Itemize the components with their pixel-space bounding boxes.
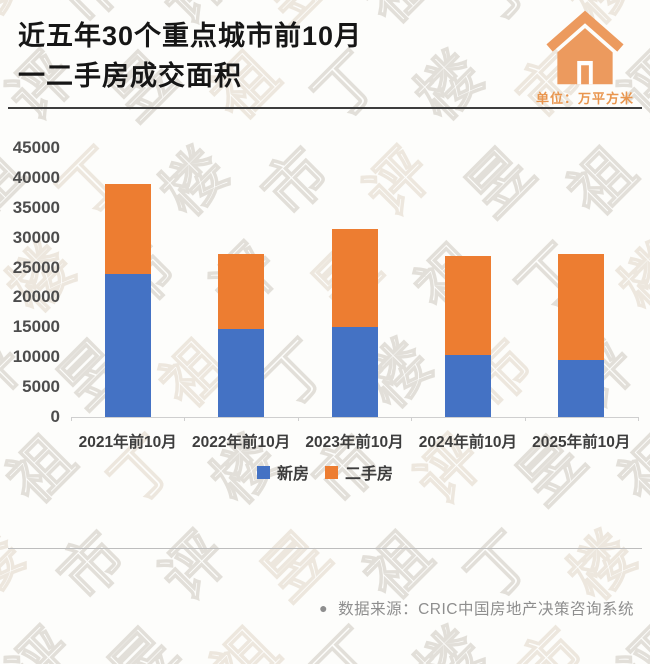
bar-segment-新房 <box>558 360 605 417</box>
x-axis-category-label: 2022年前10月 <box>191 434 291 451</box>
bullet-icon: ● <box>319 600 329 616</box>
x-axis-line <box>71 148 638 418</box>
y-axis-tick-label: 5000 <box>22 377 60 397</box>
legend-swatch-icon <box>256 465 270 479</box>
axis-tick-mark <box>638 417 639 421</box>
page-title-line1: 近五年30个重点城市前10月 <box>18 21 363 51</box>
watermark-glyph: 祖 <box>352 0 446 38</box>
page-title-line2: 一二手房成交面积 <box>18 61 242 91</box>
bar-2021年前10月 <box>104 184 151 417</box>
axis-tick-mark <box>297 417 299 421</box>
watermark-glyph: 楼 <box>403 616 497 664</box>
axis-tick-mark <box>411 417 413 421</box>
unit-label: 单位：万平方米 <box>535 91 634 106</box>
x-axis-category-label: 2025年前10月 <box>532 434 631 451</box>
legend-item-二手房: 二手房 <box>325 460 393 484</box>
bar-segment-新房 <box>218 328 265 417</box>
y-axis-tick-label: 15000 <box>12 317 60 337</box>
y-axis-tick-label: 10000 <box>12 347 60 367</box>
page-title: 近五年30个重点城市前10月 一二手房成交面积 <box>18 16 362 96</box>
axis-tick-mark <box>71 417 72 421</box>
bar-segment-二手房 <box>558 253 605 361</box>
source-text: 数据来源：CRIC中国房地产决策咨询系统 <box>338 601 634 618</box>
bar-2023年前10月 <box>331 228 378 417</box>
y-axis-tick-label: 30000 <box>12 227 60 247</box>
chart-legend: 新房 二手房 <box>0 460 650 484</box>
house-icon <box>546 10 624 85</box>
bar-2022年前10月 <box>218 254 265 417</box>
watermark-glyph: 市 <box>505 616 599 664</box>
footer-divider <box>8 548 642 549</box>
watermark-glyph: 楼 <box>403 40 497 134</box>
bar-segment-二手房 <box>104 184 151 274</box>
watermark-glyph: 评 <box>148 520 242 614</box>
data-source: ● 数据来源：CRIC中国房地产决策咨询系统 <box>319 597 634 619</box>
x-axis-category-label: 2024年前10月 <box>418 434 517 451</box>
y-axis-tick-label: 40000 <box>12 167 60 187</box>
watermark-glyph: 祖 <box>199 616 293 664</box>
x-axis-category-label: 2021年前10月 <box>78 434 177 451</box>
legend-label: 二手房 <box>345 466 394 483</box>
watermark-glyph: 市 <box>46 520 140 614</box>
y-axis-tick-label: 25000 <box>12 257 60 277</box>
bar-2025年前10月 <box>558 253 605 417</box>
watermark-glyph: 评 <box>0 616 89 664</box>
bar-segment-二手房 <box>331 228 378 328</box>
bar-segment-新房 <box>104 273 151 417</box>
bar-segment-二手房 <box>444 255 491 355</box>
y-axis-tick-label: 0 <box>50 407 60 426</box>
legend-label: 新房 <box>276 466 309 483</box>
y-axis-tick-label: 20000 <box>12 287 60 307</box>
bar-segment-新房 <box>444 354 491 417</box>
axis-tick-mark <box>184 417 186 421</box>
watermark-glyph: 评 <box>607 616 650 664</box>
bar-segment-新房 <box>331 327 378 417</box>
y-axis-tick-label: 35000 <box>12 197 60 217</box>
watermark-glyph: 楼 <box>0 520 38 614</box>
watermark-glyph: 丁 <box>301 616 395 664</box>
watermark-glyph: 昱 <box>97 616 191 664</box>
bar-segment-二手房 <box>218 254 265 329</box>
legend-swatch-icon <box>325 465 338 479</box>
bar-2024年前10月 <box>444 255 491 417</box>
x-axis-category-label: 2023年前10月 <box>305 434 404 451</box>
title-divider <box>8 107 642 109</box>
watermark-glyph: 评 <box>0 328 38 422</box>
y-axis-tick-label: 45000 <box>12 138 60 157</box>
legend-item-新房: 新房 <box>256 460 309 484</box>
brand-block: 单位：万平方米 <box>530 10 640 107</box>
axis-tick-mark <box>524 417 526 421</box>
